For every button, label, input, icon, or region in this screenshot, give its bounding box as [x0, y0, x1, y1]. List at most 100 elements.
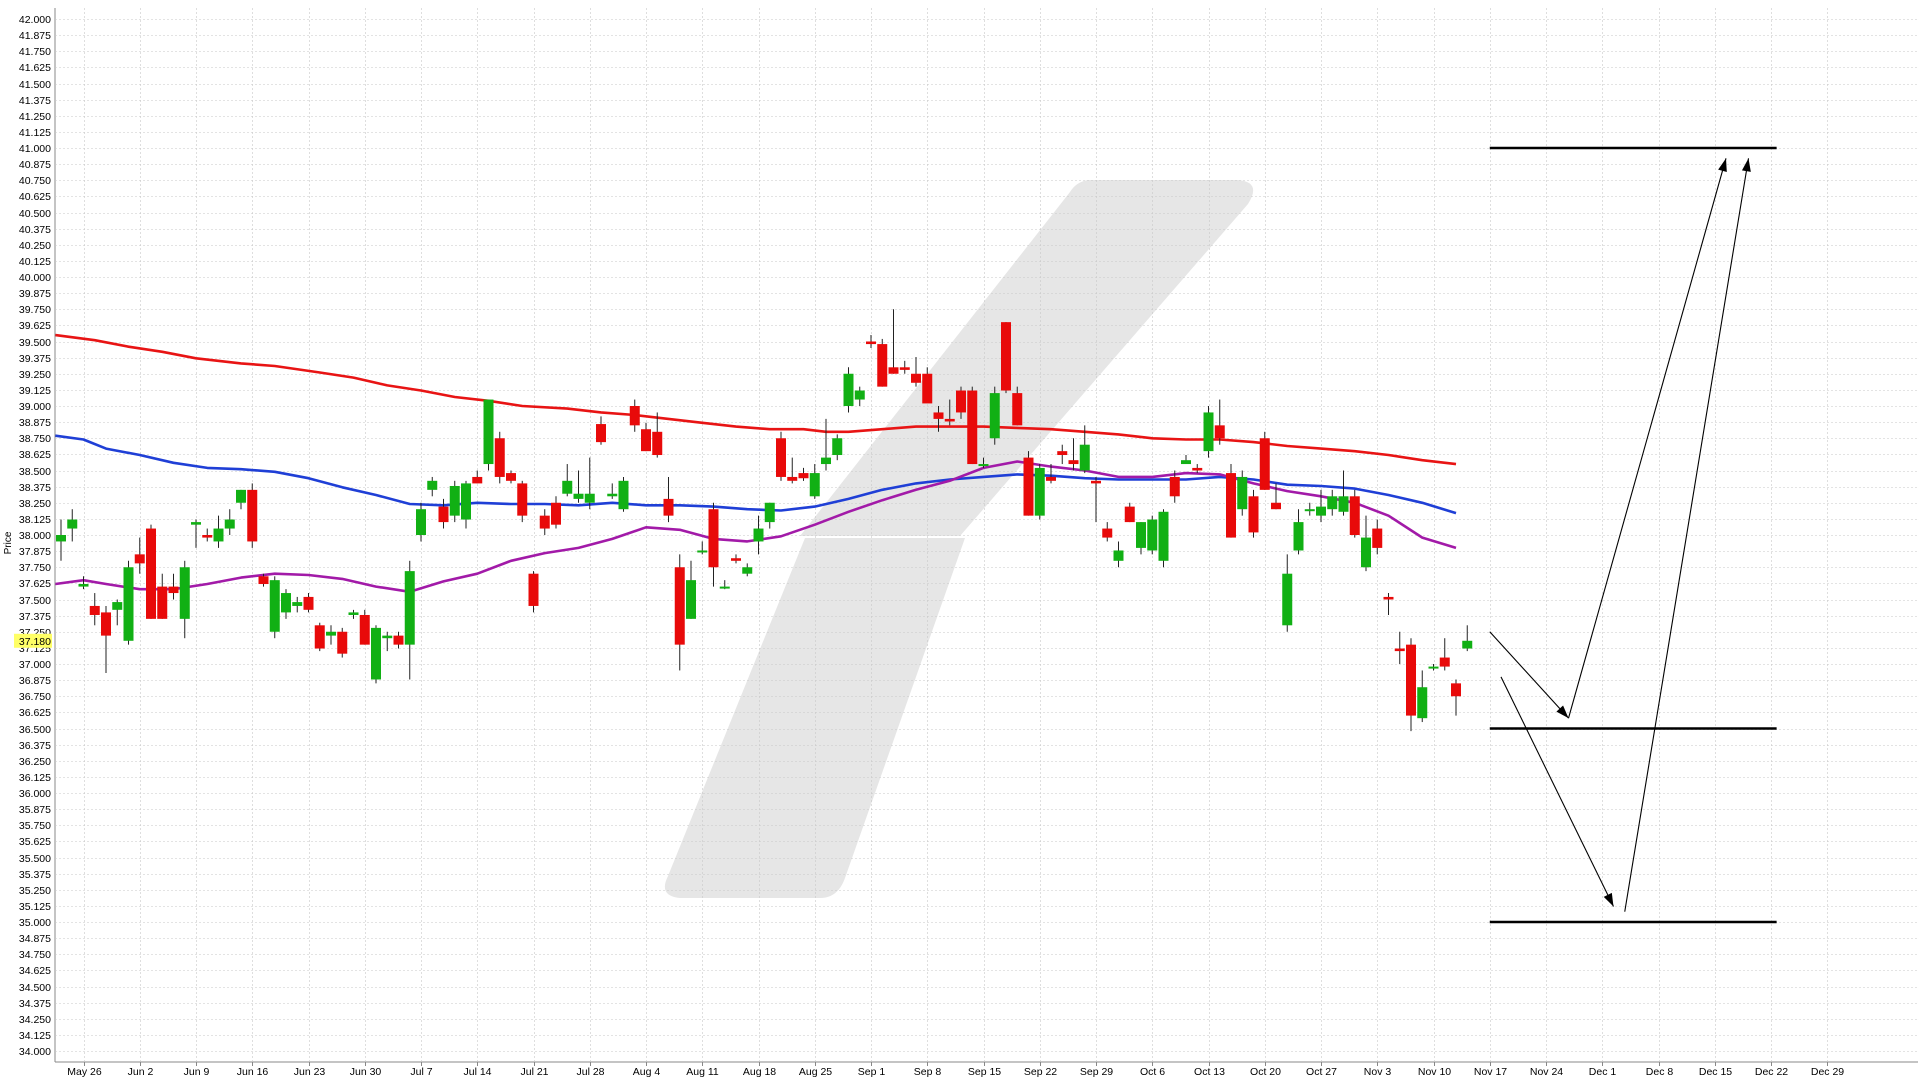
y-tick-label: 34.500	[19, 982, 51, 994]
candle-body	[899, 367, 910, 370]
candle-body	[686, 580, 696, 619]
y-tick-label: 41.250	[19, 111, 51, 123]
arrow-head	[1718, 158, 1727, 173]
y-tick-label: 36.625	[19, 707, 51, 719]
candle-body	[1124, 506, 1135, 523]
y-tick-label: 38.875	[19, 417, 51, 429]
y-tick-label: 36.750	[19, 691, 51, 703]
candle-body	[494, 438, 505, 477]
candle-body	[247, 489, 258, 542]
y-tick-label: 35.375	[19, 869, 51, 881]
candle-body	[461, 483, 471, 520]
last-price-marker: 37.180	[14, 633, 52, 648]
candle-body	[674, 567, 685, 645]
candle-body	[191, 522, 201, 525]
y-tick-label: 38.750	[19, 433, 51, 445]
x-tick-label: Jun 23	[294, 1066, 326, 1078]
x-tick-label: Jul 7	[410, 1066, 432, 1078]
candle-body	[1304, 509, 1315, 512]
candle-body	[663, 498, 674, 516]
candle-body	[584, 493, 595, 503]
candle-body	[989, 393, 1000, 439]
candle-body	[371, 627, 381, 680]
candle-body	[1259, 438, 1270, 490]
y-tick-label: 42.000	[19, 14, 51, 26]
y-tick-label: 38.125	[19, 514, 51, 526]
candle-body	[742, 567, 753, 574]
y-tick-label: 34.250	[19, 1014, 51, 1026]
candle-body	[1192, 467, 1203, 471]
x-tick-label: Jun 16	[237, 1066, 269, 1078]
candle-body	[843, 373, 854, 406]
arrow-head	[1741, 158, 1751, 172]
candle-body	[1316, 506, 1326, 516]
y-tick-label: 38.375	[19, 482, 51, 494]
candle-body	[1226, 473, 1236, 538]
x-tick-label: May 26	[67, 1066, 102, 1078]
x-axis: May 26 Jun 2 Jun 9 Jun 16 Jun 23 Jun 30 Jul 7 J…	[67, 1062, 1844, 1078]
watermark-upper-stroke	[800, 180, 1254, 536]
x-tick-label: Sep 15	[968, 1066, 1001, 1078]
moving-average-line	[55, 333, 1457, 466]
y-tick-label: 35.125	[19, 901, 51, 913]
x-tick-label: Aug 25	[799, 1066, 832, 1078]
candle-body	[922, 373, 933, 404]
candle-body	[944, 418, 955, 422]
candle-body	[236, 489, 246, 503]
candle-body	[89, 605, 100, 615]
arrow-head	[1603, 892, 1614, 907]
x-tick-label: Jul 28	[576, 1066, 604, 1078]
candle-body	[1462, 640, 1473, 649]
y-tick-label: 34.625	[19, 965, 51, 977]
candle-body	[607, 493, 618, 497]
candle-body	[449, 485, 460, 516]
y-tick-label: 36.375	[19, 740, 51, 752]
candle-body	[573, 493, 584, 499]
candle-body	[1068, 460, 1079, 465]
candle-body	[641, 429, 651, 452]
candle-body	[1451, 683, 1461, 697]
y-tick-label: 39.875	[19, 288, 51, 300]
candle-body	[1361, 537, 1371, 568]
candle-body	[157, 586, 168, 619]
x-tick-label: Aug 18	[743, 1066, 776, 1078]
arrow-head	[1556, 705, 1569, 719]
x-tick-label: Jul 21	[520, 1066, 548, 1078]
candle-body	[393, 635, 404, 645]
candle-body	[1214, 425, 1225, 439]
x-tick-label: Oct 27	[1306, 1066, 1337, 1078]
x-tick-label: Nov 3	[1364, 1066, 1392, 1078]
y-tick-label: 38.250	[19, 498, 51, 510]
x-tick-label: Aug 4	[633, 1066, 661, 1078]
candle-body	[596, 424, 606, 443]
x-tick-label: Jun 2	[128, 1066, 154, 1078]
y-tick-label: 36.000	[19, 788, 51, 800]
candle-body	[539, 515, 550, 529]
candle-body	[101, 612, 111, 636]
watermark-logo	[664, 180, 1254, 898]
candle-body	[933, 412, 944, 419]
candle-body	[1417, 687, 1428, 719]
candle-body	[798, 473, 809, 479]
candle-body	[213, 528, 224, 542]
y-tick-label: 41.625	[19, 62, 51, 74]
y-tick-label: 41.750	[19, 46, 51, 58]
candle-body	[1057, 451, 1068, 456]
candle-body	[809, 473, 820, 497]
watermark-lower-stroke	[664, 538, 965, 898]
candle-body	[326, 631, 336, 636]
candle-body	[629, 406, 640, 426]
candles	[56, 309, 1473, 732]
candle-body	[697, 550, 708, 553]
candle-body	[78, 584, 89, 587]
candle-body	[258, 576, 269, 585]
y-tick-label: 35.750	[19, 820, 51, 832]
y-tick-label: 39.625	[19, 320, 51, 332]
candle-body	[1372, 528, 1383, 548]
moving-average-line	[55, 460, 1457, 594]
candle-body	[1383, 596, 1394, 600]
x-tick-label: Dec 1	[1589, 1066, 1617, 1078]
y-tick-label: 40.500	[19, 208, 51, 220]
